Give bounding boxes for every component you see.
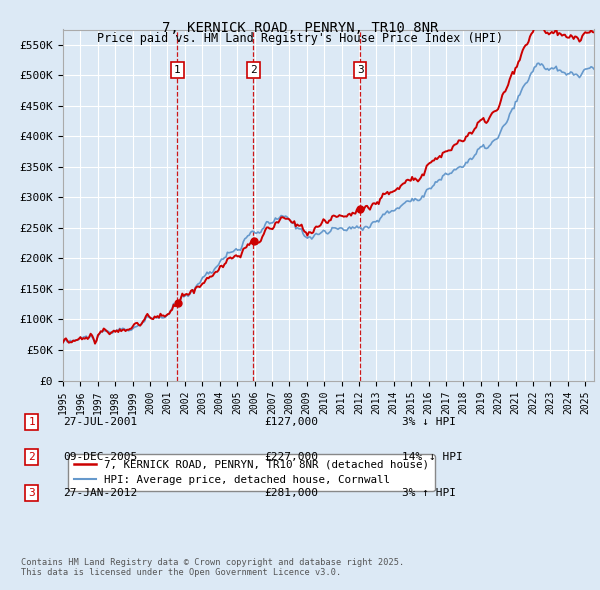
Text: 2: 2 <box>28 453 35 462</box>
Text: Contains HM Land Registry data © Crown copyright and database right 2025.
This d: Contains HM Land Registry data © Crown c… <box>21 558 404 577</box>
Text: 09-DEC-2005: 09-DEC-2005 <box>63 453 137 462</box>
Text: 27-JUL-2001: 27-JUL-2001 <box>63 417 137 427</box>
Text: 1: 1 <box>174 65 181 75</box>
Text: 14% ↓ HPI: 14% ↓ HPI <box>402 453 463 462</box>
Text: £227,000: £227,000 <box>264 453 318 462</box>
Legend: 7, KERNICK ROAD, PENRYN, TR10 8NR (detached house), HPI: Average price, detached: 7, KERNICK ROAD, PENRYN, TR10 8NR (detac… <box>68 454 434 491</box>
Text: 1: 1 <box>28 417 35 427</box>
Text: £281,000: £281,000 <box>264 488 318 497</box>
Text: 2: 2 <box>250 65 257 75</box>
Text: 7, KERNICK ROAD, PENRYN, TR10 8NR: 7, KERNICK ROAD, PENRYN, TR10 8NR <box>162 21 438 35</box>
Text: 3% ↑ HPI: 3% ↑ HPI <box>402 488 456 497</box>
Text: £127,000: £127,000 <box>264 417 318 427</box>
Text: 3% ↓ HPI: 3% ↓ HPI <box>402 417 456 427</box>
Text: 3: 3 <box>357 65 364 75</box>
Text: Price paid vs. HM Land Registry's House Price Index (HPI): Price paid vs. HM Land Registry's House … <box>97 32 503 45</box>
Text: 3: 3 <box>28 488 35 497</box>
Text: 27-JAN-2012: 27-JAN-2012 <box>63 488 137 497</box>
